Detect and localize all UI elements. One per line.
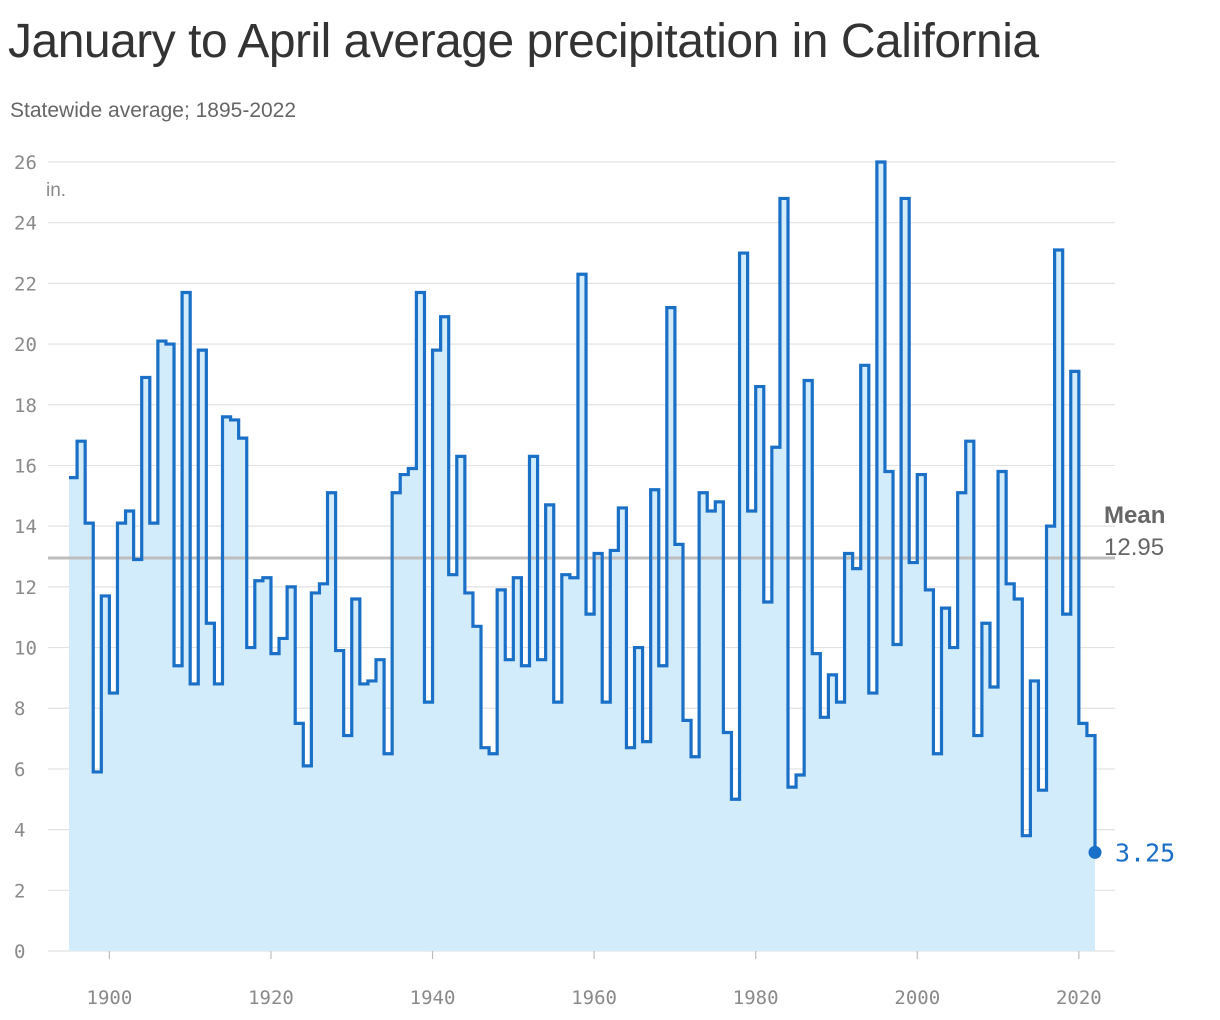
x-tick-label: 2020 bbox=[1056, 987, 1102, 1009]
last-value-dot bbox=[1088, 845, 1102, 859]
x-tick-label: 1980 bbox=[733, 987, 779, 1009]
y-tick-label: 6 bbox=[14, 759, 25, 781]
y-tick-label: 2 bbox=[14, 880, 25, 902]
x-tick-label: 1940 bbox=[410, 987, 456, 1009]
mean-label: Mean bbox=[1104, 502, 1165, 529]
y-tick-label: 4 bbox=[14, 820, 25, 842]
precipitation-area bbox=[69, 162, 1095, 951]
y-tick-label: 10 bbox=[14, 638, 37, 660]
mean-value: 12.95 bbox=[1104, 534, 1164, 561]
x-axis-ticks: 1900 1920 1940 1960 1980 2000 2020 bbox=[87, 951, 1102, 1009]
x-tick-label: 1920 bbox=[248, 987, 294, 1009]
y-tick-label: 16 bbox=[14, 455, 37, 477]
y-tick-label: 18 bbox=[14, 395, 37, 417]
y-tick-label: 8 bbox=[14, 698, 25, 720]
y-tick-label: 20 bbox=[14, 334, 37, 356]
last-value-label: 3.25 bbox=[1115, 838, 1175, 867]
y-tick-label: 22 bbox=[14, 273, 37, 295]
y-tick-label: 14 bbox=[14, 516, 37, 538]
y-tick-label: 26 bbox=[14, 152, 37, 174]
x-tick-label: 1960 bbox=[571, 987, 617, 1009]
precipitation-step-line bbox=[69, 160, 1097, 853]
y-tick-label: 12 bbox=[14, 577, 37, 599]
y-tick-label: 0 bbox=[14, 941, 25, 963]
y-tick-label: 24 bbox=[14, 213, 37, 235]
chart-subtitle: Statewide average; 1895-2022 bbox=[10, 99, 297, 122]
x-tick-label: 1900 bbox=[87, 987, 133, 1009]
x-tick-label: 2000 bbox=[894, 987, 940, 1009]
chart-title: January to April average precipitation i… bbox=[8, 15, 1039, 68]
y-unit-label: in. bbox=[46, 180, 66, 201]
